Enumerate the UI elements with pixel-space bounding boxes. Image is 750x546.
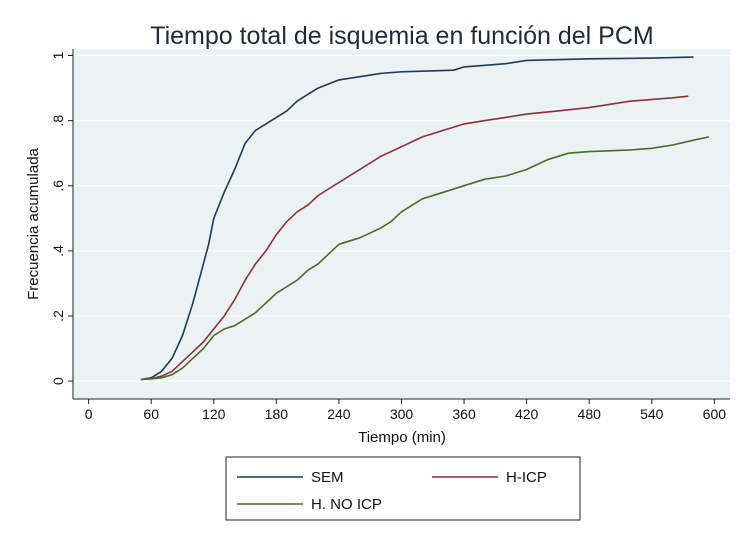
x-tick-label-10: 600 — [703, 406, 727, 422]
chart-title: Tiempo total de isquemia en función del … — [150, 22, 654, 50]
x-tick-label-5: 300 — [390, 406, 414, 422]
x-tick-label-6: 360 — [452, 406, 476, 422]
series-line-0 — [140, 56, 694, 381]
legend-label-1: H-ICP — [506, 469, 547, 486]
y-tick-label-2: .4 — [50, 245, 66, 257]
series-lines — [140, 56, 710, 381]
legend-box — [225, 456, 581, 521]
x-tick-label-2: 120 — [202, 406, 226, 422]
x-tick-label-9: 540 — [640, 406, 664, 422]
plot-area — [73, 49, 730, 399]
x-axis-title: Tiempo (min) — [358, 429, 446, 446]
x-tick-label-1: 60 — [143, 406, 159, 422]
y-tick-label-3: .6 — [50, 180, 66, 192]
x-tick-label-3: 180 — [265, 406, 289, 422]
x-tick-label-7: 420 — [515, 406, 539, 422]
series-line-1 — [140, 95, 689, 381]
x-axis-ticks: 0 60 120 180 240 300 360 420 480 540 600 — [85, 399, 727, 422]
y-tick-label-1: .2 — [50, 310, 66, 322]
y-axis-ticks: 0 .2 .4 .6 .8 1 — [50, 51, 73, 385]
y-tick-label-5: 1 — [50, 51, 66, 59]
x-tick-label-8: 480 — [578, 406, 602, 422]
y-axis-title: Frecuencia acumulada — [25, 147, 42, 299]
series-line-2 — [140, 136, 710, 381]
grid-lines — [73, 54, 730, 382]
y-tick-label-4: .8 — [50, 115, 66, 127]
x-tick-label-0: 0 — [85, 406, 93, 422]
legend-label-0: SEM — [311, 469, 344, 486]
x-tick-label-4: 240 — [327, 406, 351, 422]
legend: SEM H-ICP H. NO ICP — [225, 456, 581, 521]
legend-label-2: H. NO ICP — [311, 496, 382, 513]
y-tick-label-0: 0 — [50, 377, 66, 385]
